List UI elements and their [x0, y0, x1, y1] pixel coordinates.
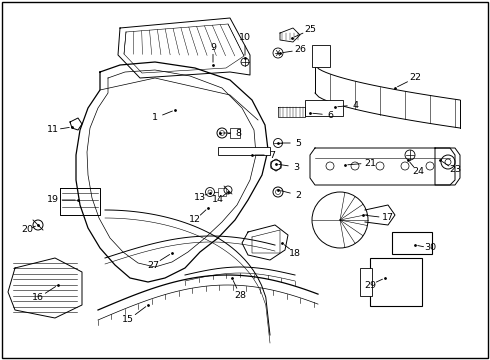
Bar — [392, 232, 432, 254]
Bar — [218, 188, 226, 196]
Text: 8: 8 — [235, 129, 241, 138]
Text: 23: 23 — [449, 166, 461, 175]
Text: 25: 25 — [304, 26, 316, 35]
Text: 10: 10 — [239, 33, 251, 42]
Text: 9: 9 — [210, 42, 216, 51]
Text: 12: 12 — [189, 216, 201, 225]
Bar — [312, 45, 330, 67]
Bar — [360, 268, 372, 296]
Text: 18: 18 — [289, 248, 301, 257]
Text: 30: 30 — [424, 243, 436, 252]
Text: 28: 28 — [234, 291, 246, 300]
Bar — [305, 100, 343, 116]
Text: 13: 13 — [194, 193, 206, 202]
Text: 17: 17 — [382, 213, 394, 222]
Text: 29: 29 — [364, 280, 376, 289]
Text: 21: 21 — [364, 158, 376, 167]
Text: 24: 24 — [412, 167, 424, 176]
Text: 1: 1 — [152, 113, 158, 122]
Text: 4: 4 — [352, 100, 358, 109]
Text: 19: 19 — [47, 195, 59, 204]
Text: 2: 2 — [295, 190, 301, 199]
Text: 15: 15 — [122, 315, 134, 324]
Bar — [230, 128, 240, 138]
Text: 3: 3 — [293, 162, 299, 171]
Bar — [218, 147, 270, 155]
Text: 5: 5 — [295, 139, 301, 148]
Text: 27: 27 — [147, 261, 159, 270]
Text: 6: 6 — [327, 111, 333, 120]
Text: 20: 20 — [21, 225, 33, 234]
Text: 26: 26 — [294, 45, 306, 54]
Bar — [370, 258, 422, 306]
Text: 14: 14 — [212, 195, 224, 204]
Text: 22: 22 — [409, 73, 421, 82]
Text: 16: 16 — [32, 293, 44, 302]
Text: 11: 11 — [47, 126, 59, 135]
Text: 7: 7 — [269, 150, 275, 159]
